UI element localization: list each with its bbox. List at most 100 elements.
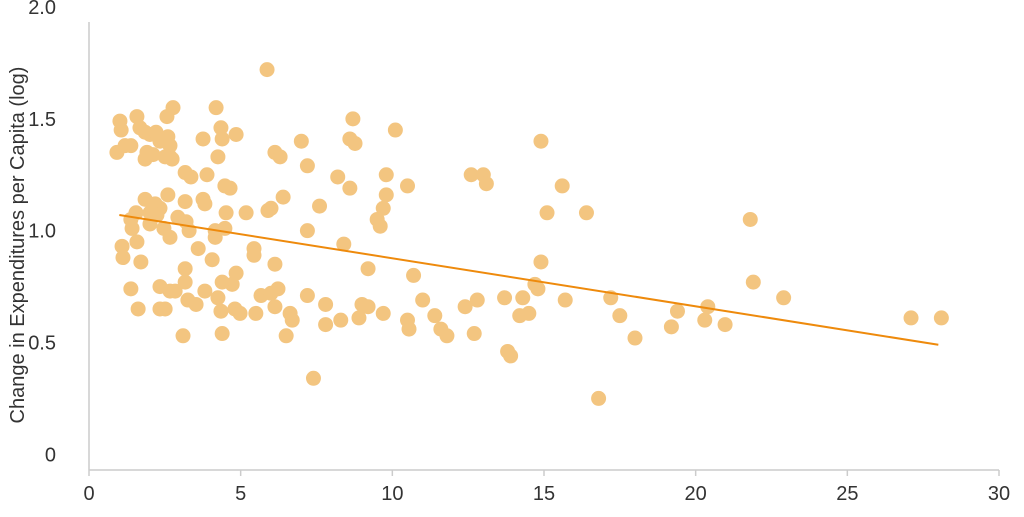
data-point bbox=[745, 274, 761, 290]
data-point bbox=[533, 254, 549, 270]
data-point bbox=[330, 169, 346, 185]
y-tick-label: 0 bbox=[45, 444, 56, 466]
data-point bbox=[246, 247, 262, 263]
data-point bbox=[400, 178, 415, 194]
data-point bbox=[478, 176, 494, 192]
data-point bbox=[497, 290, 513, 306]
data-point bbox=[208, 100, 224, 116]
data-point bbox=[378, 187, 394, 203]
data-point bbox=[697, 312, 713, 328]
data-point bbox=[375, 305, 391, 321]
data-point bbox=[214, 131, 230, 147]
data-point bbox=[267, 299, 283, 315]
data-point bbox=[742, 211, 758, 227]
x-tick-label: 25 bbox=[836, 483, 858, 505]
data-point bbox=[933, 310, 949, 326]
data-point bbox=[228, 126, 244, 142]
data-point bbox=[466, 326, 482, 342]
data-point bbox=[175, 328, 191, 344]
y-tick-label: 1.0 bbox=[28, 221, 56, 243]
data-point bbox=[204, 252, 220, 268]
data-point bbox=[299, 223, 315, 239]
data-point bbox=[195, 131, 211, 147]
data-point bbox=[190, 241, 206, 257]
data-point bbox=[270, 281, 286, 297]
data-point bbox=[199, 167, 215, 183]
data-point bbox=[521, 305, 537, 321]
data-point bbox=[612, 308, 628, 324]
data-point bbox=[345, 111, 361, 127]
x-tick-label: 5 bbox=[235, 483, 246, 505]
data-point bbox=[210, 149, 226, 165]
data-point bbox=[293, 133, 309, 149]
data-point bbox=[578, 205, 594, 221]
data-point bbox=[278, 328, 294, 344]
data-point bbox=[162, 138, 178, 154]
data-point bbox=[372, 218, 388, 234]
data-point bbox=[439, 328, 455, 344]
data-point bbox=[157, 149, 173, 165]
data-point bbox=[124, 220, 140, 236]
data-point bbox=[318, 317, 334, 333]
data-point bbox=[318, 296, 334, 312]
data-point bbox=[177, 194, 193, 210]
data-point bbox=[312, 198, 328, 214]
data-point bbox=[160, 187, 176, 203]
data-point bbox=[157, 301, 173, 317]
data-point bbox=[401, 321, 417, 337]
data-point bbox=[213, 303, 229, 319]
data-point bbox=[183, 169, 199, 185]
data-point bbox=[351, 310, 367, 326]
data-point bbox=[263, 200, 279, 216]
data-point bbox=[145, 147, 161, 163]
data-point bbox=[627, 330, 643, 346]
data-point bbox=[427, 308, 443, 324]
trendline bbox=[119, 214, 939, 346]
data-point bbox=[533, 133, 549, 149]
data-point bbox=[167, 283, 183, 299]
data-point bbox=[700, 299, 716, 315]
data-point bbox=[554, 178, 570, 194]
data-point bbox=[130, 301, 146, 317]
data-point bbox=[776, 290, 792, 306]
data-point bbox=[360, 261, 376, 277]
data-point bbox=[299, 158, 315, 174]
data-point bbox=[214, 326, 230, 342]
data-point bbox=[113, 122, 129, 138]
data-point bbox=[214, 274, 230, 290]
tick-labels: 0 5 10 15 20 25 30 0 0.5 1.0 1.5 2.0 bbox=[28, 0, 1010, 505]
data-point bbox=[238, 205, 254, 221]
data-point bbox=[123, 138, 139, 154]
data-point bbox=[387, 122, 403, 138]
data-point bbox=[415, 292, 431, 308]
y-axis-label: Change in Expenditures per Capita (log) bbox=[7, 67, 29, 424]
data-point bbox=[336, 236, 352, 252]
data-point bbox=[232, 305, 248, 321]
data-point bbox=[406, 267, 422, 283]
data-point bbox=[457, 299, 473, 315]
data-point bbox=[903, 310, 919, 326]
data-point bbox=[375, 200, 391, 216]
data-point bbox=[177, 261, 193, 277]
data-point bbox=[218, 205, 234, 221]
data-point bbox=[197, 283, 213, 299]
data-point bbox=[305, 370, 321, 386]
data-point bbox=[539, 205, 555, 221]
data-point bbox=[177, 274, 193, 290]
data-point bbox=[272, 149, 288, 165]
data-point bbox=[197, 196, 213, 212]
trendline-group bbox=[119, 214, 939, 346]
y-tick-label: 1.5 bbox=[28, 109, 56, 131]
data-point bbox=[463, 167, 479, 183]
data-point bbox=[515, 290, 531, 306]
data-point bbox=[248, 305, 264, 321]
x-tick-label: 10 bbox=[381, 483, 403, 505]
x-tick-label: 20 bbox=[685, 483, 707, 505]
data-point bbox=[222, 180, 238, 196]
data-point bbox=[259, 62, 275, 78]
points bbox=[109, 62, 949, 406]
data-point bbox=[267, 256, 283, 272]
axes bbox=[88, 22, 1000, 476]
data-point bbox=[275, 189, 291, 205]
data-point bbox=[129, 234, 145, 250]
